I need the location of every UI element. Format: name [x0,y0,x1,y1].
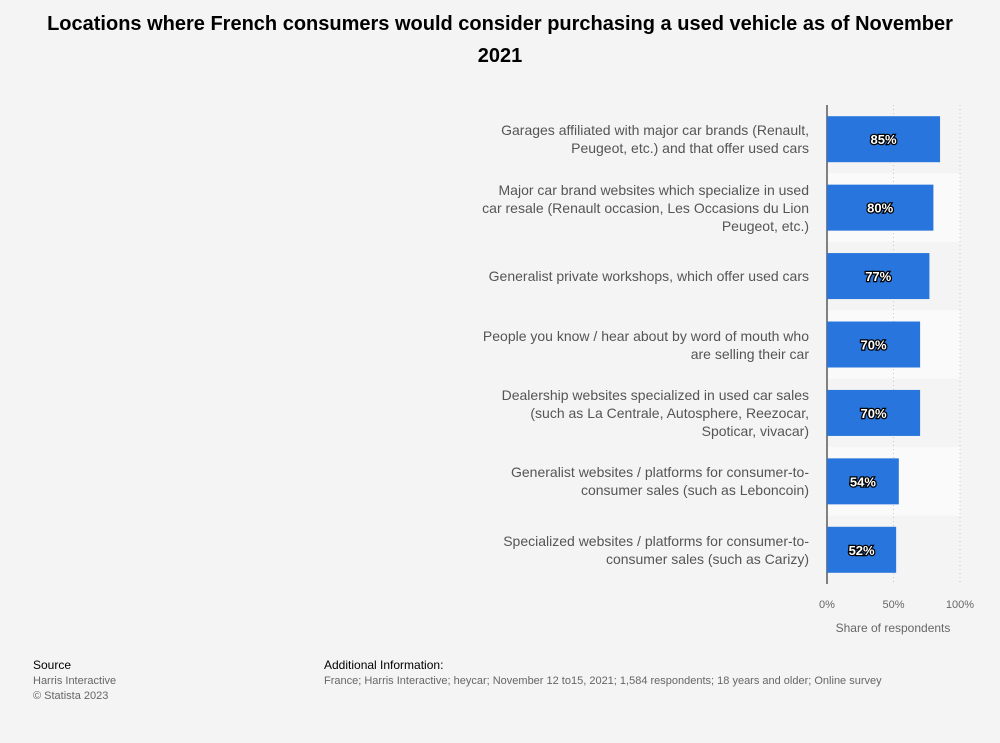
category-label: Specialized websites / platforms for con… [503,532,809,567]
bar[interactable] [827,253,930,300]
bar[interactable] [827,116,941,163]
bar-value-label: 52% [849,543,875,558]
x-tick-label: 100% [946,599,974,611]
category-label: Generalist websites / platforms for cons… [511,464,809,499]
bar-value-label: 54% [850,474,876,489]
bar[interactable] [827,184,934,231]
category-label: Dealership websites specialized in used … [501,386,809,439]
category-label: People you know / hear about by word of … [482,327,809,362]
bar[interactable] [827,458,899,505]
source-heading: Source [33,658,72,672]
source-name: Harris Interactive [33,675,117,687]
x-tick-label: 0% [819,599,835,611]
category-label: Garages affiliated with major car brands… [501,122,809,157]
category-label: Major car brand websites which specializ… [482,181,809,234]
additional-info-heading: Additional Information: [324,658,444,672]
chart-title: Locations where French consumers would c… [47,13,953,67]
copyright: © Statista 2023 [33,690,109,702]
bar-value-label: 85% [871,132,897,147]
bar[interactable] [827,389,921,436]
x-axis-title: Share of respondents [835,621,951,635]
bar-value-label: 70% [861,406,887,421]
x-tick-label: 50% [882,599,904,611]
bar-value-label: 77% [865,269,891,284]
bar-value-label: 70% [861,338,887,353]
bar[interactable] [827,526,897,573]
category-label: Generalist private workshops, which offe… [488,268,809,285]
bar-value-label: 80% [867,201,893,216]
bar[interactable] [827,321,921,368]
additional-info-text: France; Harris Interactive; heycar; Nove… [324,675,882,687]
